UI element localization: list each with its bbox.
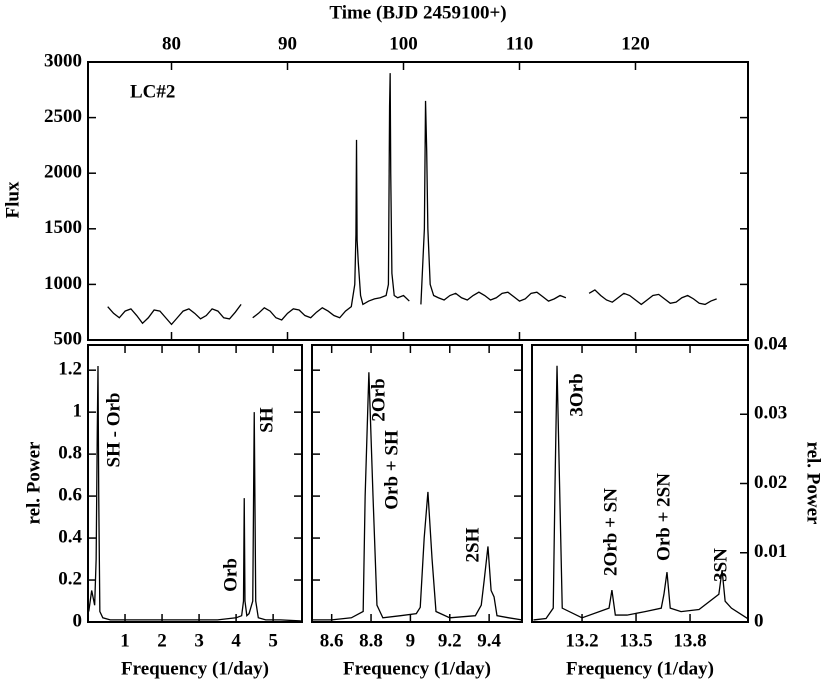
x-tick-label: 5 (268, 630, 278, 651)
y2-tick-label: 0.03 (754, 403, 787, 424)
y-tick-label: 1000 (44, 273, 82, 294)
x-tick-label: 4 (231, 630, 241, 651)
x-tick-label: 3 (194, 630, 204, 651)
data-line (88, 365, 301, 622)
y-tick-label: 0.8 (58, 442, 82, 463)
plot-frame (311, 344, 523, 623)
x-tick-label: 90 (278, 33, 297, 54)
x-tick-label: 13.2 (565, 630, 598, 651)
x-tick-label: 9.4 (477, 630, 501, 651)
annotation: Orb (220, 558, 241, 592)
y-tick-label: 2500 (44, 106, 82, 127)
y2-tick-label: 0.04 (754, 333, 788, 354)
x-tick-label: 110 (506, 33, 533, 54)
y-tick-label: 500 (54, 328, 83, 349)
annotation: 3SN (710, 548, 731, 582)
y-tick-label: 0.4 (58, 526, 82, 547)
y2-axis-title: rel. Power (803, 442, 824, 526)
y2-tick-label: 0 (754, 610, 764, 631)
y-tick-label: 3000 (44, 50, 82, 71)
x-axis-title: Frequency (1/day) (343, 658, 491, 679)
x-axis-title: Frequency (1/day) (121, 658, 269, 679)
y-tick-label: 0.6 (58, 484, 82, 505)
x-tick-label: 1 (120, 630, 130, 651)
x-tick-label: 8.8 (359, 630, 383, 651)
y-axis-title: rel. Power (23, 441, 44, 525)
x-tick-label: 80 (162, 33, 181, 54)
annotation: LC#2 (130, 81, 175, 102)
y2-tick-label: 0.01 (754, 541, 787, 562)
y-tick-label: 0.2 (58, 568, 82, 589)
annotation: 2Orb + SN (600, 488, 621, 576)
x-tick-label: 8.6 (320, 630, 344, 651)
data-line (312, 372, 522, 621)
annotation: SH - Orb (103, 393, 124, 468)
annotation: SH (256, 407, 277, 433)
y-tick-label: 2000 (44, 162, 82, 183)
x-tick-label: 120 (621, 33, 650, 54)
data-line (533, 365, 748, 621)
y-tick-label: 0 (73, 610, 83, 631)
plot-frame (87, 344, 303, 623)
y-tick-label: 1.2 (58, 359, 82, 380)
plot-frame (87, 61, 749, 341)
annotation: Orb + 2SN (653, 473, 674, 561)
y2-tick-label: 0.02 (754, 472, 787, 493)
x-axis-title: Time (BJD 2459100+) (329, 2, 506, 23)
annotation: 2SH (462, 527, 483, 562)
x-tick-label: 9.2 (438, 630, 462, 651)
annotation: 3Orb (566, 373, 587, 416)
x-axis-title: Frequency (1/day) (566, 658, 714, 679)
x-tick-label: 100 (389, 33, 418, 54)
annotation: Orb + SH (381, 430, 402, 510)
x-tick-label: 9 (406, 630, 416, 651)
annotation: 2Orb (368, 378, 389, 421)
x-tick-label: 13.8 (673, 630, 706, 651)
y-tick-label: 1500 (44, 217, 82, 238)
x-tick-label: 2 (157, 630, 167, 651)
data-line (107, 73, 717, 326)
y-tick-label: 1 (73, 401, 83, 422)
x-tick-label: 13.5 (619, 630, 652, 651)
y-axis-title: Flux (2, 181, 23, 218)
